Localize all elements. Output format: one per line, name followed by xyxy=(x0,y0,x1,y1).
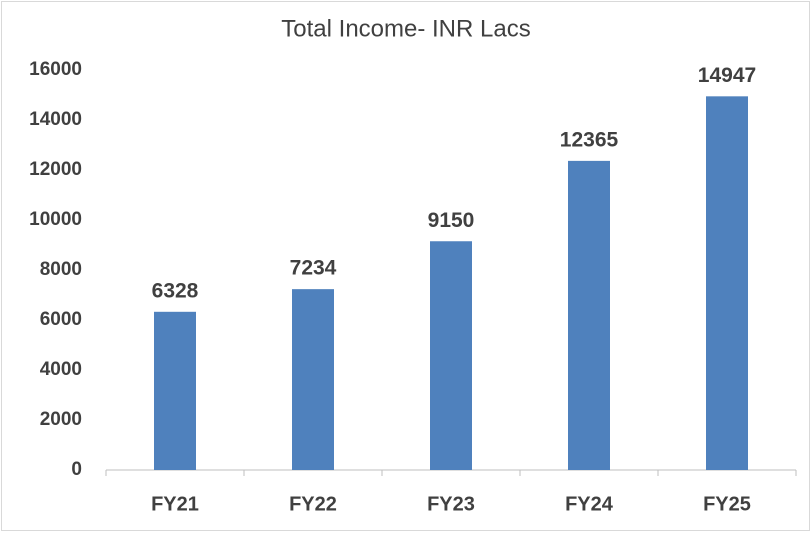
bar xyxy=(706,96,748,470)
x-tick-label: FY22 xyxy=(289,493,337,515)
value-label: 7234 xyxy=(290,257,337,280)
y-tick-label: 12000 xyxy=(29,159,82,180)
value-label: 12365 xyxy=(560,128,619,151)
bar xyxy=(154,311,196,470)
y-tick-label: 8000 xyxy=(40,259,82,280)
x-tick-label: FY24 xyxy=(565,493,614,515)
y-tick-label: 2000 xyxy=(40,409,82,430)
value-label: 9150 xyxy=(428,209,475,232)
x-tick-label: FY25 xyxy=(703,493,751,515)
y-tick-label: 14000 xyxy=(29,109,82,130)
chart-title: Total Income- INR Lacs xyxy=(281,15,530,42)
y-tick-label: 10000 xyxy=(29,209,82,230)
y-tick-label: 6000 xyxy=(40,309,82,330)
bar xyxy=(430,241,472,470)
y-tick-label: 16000 xyxy=(29,59,82,80)
bar xyxy=(568,160,610,470)
x-tick-label: FY23 xyxy=(427,493,475,515)
bar xyxy=(292,289,334,470)
y-tick-label: 0 xyxy=(71,459,82,480)
value-label: 6328 xyxy=(152,279,199,302)
x-tick-label: FY21 xyxy=(151,493,199,515)
value-label: 14947 xyxy=(698,64,756,87)
y-tick-label: 4000 xyxy=(40,359,82,380)
